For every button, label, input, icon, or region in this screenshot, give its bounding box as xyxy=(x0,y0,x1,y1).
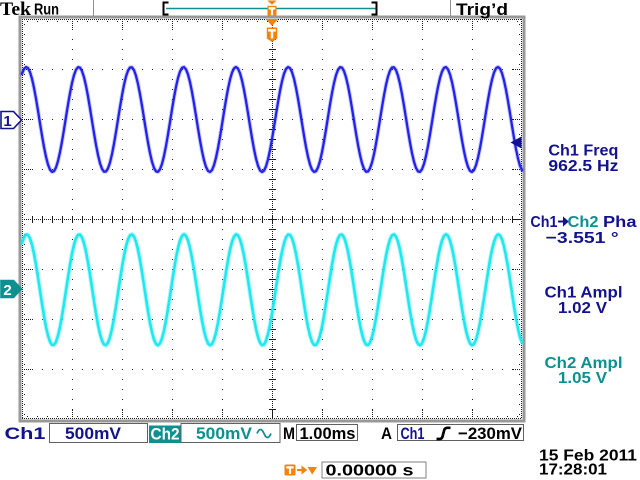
svg-text:1.02 V: 1.02 V xyxy=(558,300,607,317)
svg-text:Ch1 Freq: Ch1 Freq xyxy=(548,143,618,160)
svg-text:15 Feb 2011: 15 Feb 2011 xyxy=(539,448,637,465)
svg-text:Ch2 Ampl: Ch2 Ampl xyxy=(545,355,623,372)
svg-text:−230mV: −230mV xyxy=(458,424,523,443)
svg-text:−3.551 °: −3.551 ° xyxy=(546,230,619,247)
svg-text:Ch1: Ch1 xyxy=(401,424,425,443)
svg-text:Tek: Tek xyxy=(0,0,31,20)
svg-text:Ch2: Ch2 xyxy=(151,425,180,444)
svg-text:962.5 Hz: 962.5 Hz xyxy=(548,158,618,175)
svg-text:Pha: Pha xyxy=(603,214,637,231)
svg-text:17:28:01: 17:28:01 xyxy=(539,462,607,479)
svg-text:Ch1: Ch1 xyxy=(530,214,557,231)
svg-text:500mV: 500mV xyxy=(196,424,253,443)
svg-text:Run: Run xyxy=(34,2,59,19)
svg-text:Ch1 Ampl: Ch1 Ampl xyxy=(545,285,623,302)
svg-text:A: A xyxy=(381,424,392,443)
svg-text:1: 1 xyxy=(3,113,11,130)
svg-text:1.00ms: 1.00ms xyxy=(300,424,356,443)
svg-text:Trig’d: Trig’d xyxy=(456,0,508,19)
svg-text:500mV: 500mV xyxy=(65,424,122,443)
svg-text:M: M xyxy=(283,424,295,443)
svg-text:1.05 V: 1.05 V xyxy=(558,370,607,387)
svg-text:0.00000 s: 0.00000 s xyxy=(326,463,414,480)
svg-text:Ch1: Ch1 xyxy=(5,424,46,443)
svg-text:Ch2: Ch2 xyxy=(568,214,599,231)
svg-text:2: 2 xyxy=(3,282,11,299)
